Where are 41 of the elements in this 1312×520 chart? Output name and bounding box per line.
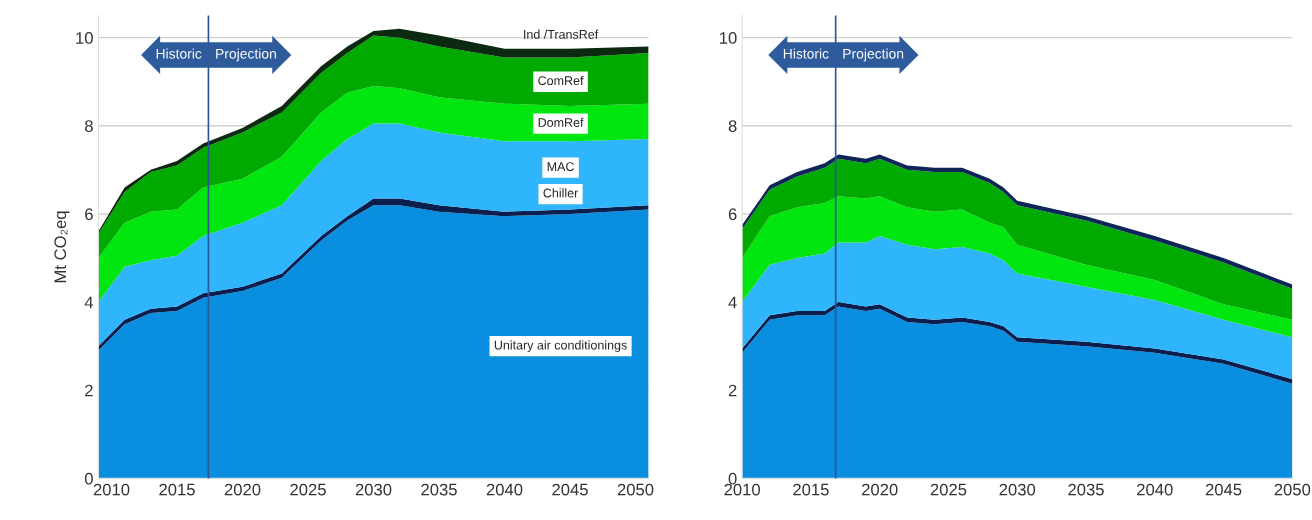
annotation: Historic xyxy=(156,48,202,59)
x-tick-label: 2025 xyxy=(290,483,326,496)
annotation: Projection xyxy=(843,48,904,62)
x-tick-label: 2010 xyxy=(93,483,130,496)
y-tick-label: 8 xyxy=(728,120,737,132)
x-tick-label: 2035 xyxy=(421,483,457,496)
x-tick-label: 2015 xyxy=(793,483,829,496)
y-tick-label: 6 xyxy=(85,208,93,221)
x-tick-label: 2045 xyxy=(1205,483,1242,496)
annotation: Historic xyxy=(783,48,829,59)
y-tick-label: 10 xyxy=(720,32,737,44)
y-tick-label: 6 xyxy=(728,208,737,221)
x-tick-label: 2050 xyxy=(617,483,654,496)
series-label: MAC xyxy=(547,162,574,172)
annotation: Projection xyxy=(216,48,276,62)
y-tick-label: 4 xyxy=(728,296,737,309)
series-label: Ind /TransRef xyxy=(524,29,599,39)
series-label: ComRef xyxy=(538,75,584,86)
x-tick-label: 2030 xyxy=(355,483,392,496)
y-tick-label: 0 xyxy=(728,472,737,485)
x-tick-label: 2015 xyxy=(159,483,195,496)
x-tick-label: 2020 xyxy=(224,483,261,496)
x-tick-label: 2045 xyxy=(552,483,588,496)
y-tick-label: 4 xyxy=(84,296,94,309)
series-label: Chiller xyxy=(543,188,579,198)
x-tick-label: 2040 xyxy=(1137,483,1173,496)
y-tick-label: 10 xyxy=(76,32,93,44)
y-tick-label: 2 xyxy=(85,384,93,397)
x-tick-label: 2030 xyxy=(999,483,1036,496)
x-tick-label: 2025 xyxy=(930,483,967,496)
series-label: DomRef xyxy=(538,117,584,127)
x-tick-label: 2020 xyxy=(861,483,898,496)
y-tick-label: 2 xyxy=(728,384,737,397)
y-tick-label: 0 xyxy=(84,472,93,485)
x-tick-label: 2040 xyxy=(486,483,523,496)
series-label: Unitary air conditionings xyxy=(494,340,627,352)
y-axis-title: Mt CO₂eq xyxy=(54,211,70,283)
x-tick-label: 2050 xyxy=(1274,483,1311,496)
y-tick-label: 8 xyxy=(84,120,93,132)
x-tick-label: 2010 xyxy=(724,483,761,496)
x-tick-label: 2035 xyxy=(1068,483,1104,496)
